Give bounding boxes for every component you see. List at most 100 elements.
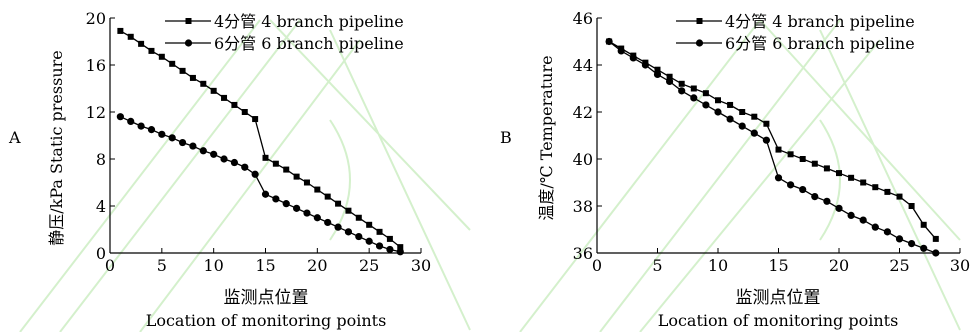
x-tick-label-a: 15: [255, 256, 275, 275]
data-point-4-branch-b: [896, 193, 903, 200]
data-point-4-branch-b: [860, 179, 867, 186]
data-point-4-branch-a: [366, 221, 373, 228]
legend-label-4-branch-b: 4分管 4 branch pipeline: [725, 12, 915, 31]
y-tick-label-b: 44: [573, 56, 593, 75]
data-point-4-branch-a: [138, 40, 145, 47]
data-point-4-branch-b: [739, 109, 746, 115]
data-point-6-branch-b: [726, 115, 734, 123]
x-axis-label-cn-b: 监测点位置: [736, 288, 821, 308]
x-axis-label-cn-a: 监测点位置: [224, 288, 309, 308]
data-point-4-branch-a: [127, 33, 134, 40]
data-point-6-branch-a: [355, 232, 363, 241]
legend-marker-circle-a: [184, 39, 193, 47]
x-tick-label-b: 0: [592, 256, 602, 275]
data-point-4-branch-a: [117, 27, 124, 34]
data-point-6-branch-b: [883, 228, 892, 236]
x-tick-label-b: 10: [708, 256, 728, 275]
panel-label-a: A: [8, 128, 21, 147]
data-point-4-branch-b: [678, 80, 685, 87]
series-line-6-branch-a: [120, 116, 401, 253]
data-point-4-branch-a: [241, 109, 248, 115]
data-point-4-branch-a: [189, 74, 196, 81]
data-point-4-branch-a: [314, 186, 321, 193]
data-point-4-branch-b: [884, 188, 891, 195]
x-tick-label-b: 25: [889, 256, 909, 275]
data-point-6-branch-a: [199, 147, 207, 155]
data-point-6-branch-b: [629, 54, 637, 62]
legend-marker-circle-b: [695, 39, 704, 47]
y-tick-label-a: 4: [96, 197, 106, 216]
data-point-6-branch-b: [835, 204, 843, 212]
data-point-4-branch-b: [799, 156, 806, 162]
data-point-4-branch-b: [702, 90, 709, 97]
x-tick-label-a: 5: [157, 256, 167, 275]
legend-a: 4分管 4 branch pipeline 6分管 6 branch pipel…: [165, 12, 404, 53]
y-tick-label-b: 40: [573, 150, 593, 169]
legend-marker-square-a: [185, 18, 192, 24]
data-point-6-branch-a: [282, 200, 290, 208]
data-point-6-branch-b: [762, 136, 771, 144]
chart-panel-a: A 静压/kPa Static pressure 监测点位置 Location …: [8, 9, 431, 330]
data-point-6-branch-b: [702, 101, 710, 109]
data-point-4-branch-a: [169, 60, 176, 67]
data-point-6-branch-b: [653, 70, 662, 78]
data-point-6-branch-a: [210, 150, 218, 158]
x-axis-label-en-b: Location of monitoring points: [658, 311, 899, 330]
x-tick-label-a: 0: [105, 256, 115, 275]
data-point-6-branch-b: [678, 87, 686, 95]
data-point-6-branch-a: [293, 204, 301, 212]
data-point-6-branch-b: [859, 216, 867, 224]
data-point-6-branch-a: [241, 163, 249, 171]
data-point-6-branch-a: [168, 134, 176, 142]
data-point-4-branch-a: [158, 53, 165, 60]
x-tick-label-b: 20: [829, 256, 849, 275]
data-point-4-branch-a: [283, 166, 290, 173]
data-point-6-branch-b: [920, 244, 928, 252]
data-point-4-branch-a: [303, 179, 310, 186]
data-point-6-branch-a: [127, 117, 135, 125]
data-point-4-branch-b: [836, 170, 842, 177]
data-point-6-branch-a: [303, 209, 311, 217]
y-tick-label-a: 12: [86, 103, 106, 122]
data-point-6-branch-a: [137, 122, 145, 130]
data-point-4-branch-b: [690, 85, 697, 92]
data-point-4-branch-b: [715, 97, 721, 104]
data-point-6-branch-a: [158, 130, 166, 138]
series-line-6-branch-b: [608, 40, 937, 254]
data-point-6-branch-b: [750, 129, 758, 137]
y-tick-label-a: 0: [96, 244, 106, 263]
y-axis-label-a: 静压/kPa Static pressure: [47, 50, 66, 246]
data-point-4-branch-a: [221, 94, 228, 101]
data-point-6-branch-b: [895, 235, 904, 243]
data-point-4-branch-b: [932, 235, 939, 242]
data-point-6-branch-a: [220, 155, 228, 163]
data-point-4-branch-a: [345, 207, 352, 214]
data-point-4-branch-a: [324, 193, 331, 200]
data-point-6-branch-b: [666, 77, 674, 86]
data-point-4-branch-a: [272, 160, 279, 167]
legend-b: 4分管 4 branch pipeline 6分管 6 branch pipel…: [676, 12, 915, 53]
data-point-4-branch-b: [908, 203, 915, 209]
data-point-4-branch-b: [751, 113, 758, 120]
x-tick-label-b: 30: [950, 256, 970, 275]
series-line-4-branch-a: [120, 30, 401, 248]
x-tick-label-a: 30: [411, 256, 431, 275]
data-point-6-branch-b: [908, 240, 916, 248]
data-point-6-branch-a: [189, 142, 197, 150]
series-line-4-branch-b: [608, 40, 937, 240]
data-point-6-branch-a: [251, 170, 259, 178]
data-point-6-branch-a: [147, 126, 156, 134]
data-point-4-branch-a: [148, 47, 155, 54]
data-point-6-branch-b: [799, 185, 807, 194]
y-tick-label-b: 46: [573, 9, 593, 28]
data-point-6-branch-b: [738, 122, 746, 130]
data-point-4-branch-a: [386, 235, 393, 242]
data-point-6-branch-a: [116, 113, 124, 121]
data-point-4-branch-b: [666, 73, 673, 80]
legend-label-6-branch-b: 6分管 6 branch pipeline: [725, 34, 915, 53]
data-point-4-branch-b: [775, 146, 782, 153]
legend-label-4-branch-a: 4分管 4 branch pipeline: [214, 12, 404, 31]
y-tick-label-b: 38: [573, 197, 593, 216]
data-point-4-branch-a: [355, 214, 362, 221]
data-point-6-branch-a: [313, 214, 321, 222]
